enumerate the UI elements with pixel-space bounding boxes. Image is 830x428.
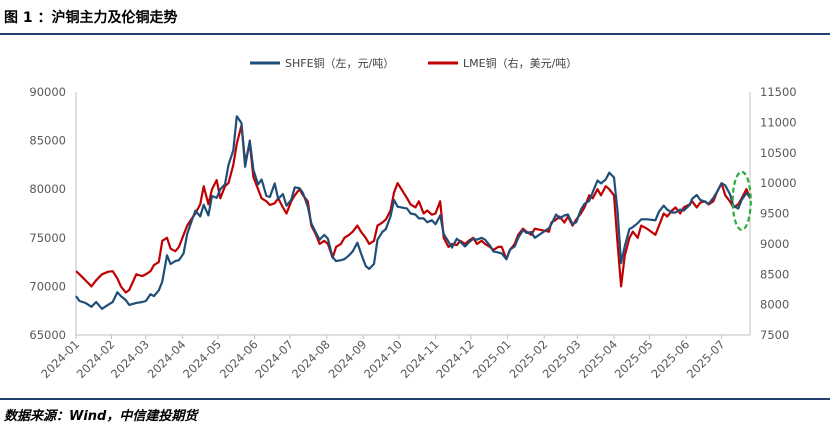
x-tick-label: 2024-08 — [289, 337, 333, 381]
y-right-tick-label: 7500 — [760, 328, 789, 342]
legend-label-shfe: SHFE铜（左，元/吨） — [285, 56, 394, 70]
y-left-tick-label: 80000 — [29, 182, 66, 196]
x-tick-label: 2025-06 — [648, 337, 692, 381]
y-right-tick-label: 8500 — [760, 267, 789, 281]
y-right-tick-label: 10500 — [760, 146, 797, 160]
header-rule — [0, 33, 830, 35]
footer-rule — [0, 398, 830, 400]
x-tick-label: 2024-10 — [361, 337, 405, 381]
y-right-tick-label: 9000 — [760, 237, 789, 251]
y-left-tick-label: 90000 — [29, 85, 66, 99]
x-tick-label: 2025-04 — [576, 337, 620, 381]
x-tick-label: 2024-05 — [180, 337, 224, 381]
x-tick-label: 2025-07 — [684, 337, 728, 381]
highlight-ellipse — [731, 170, 752, 231]
shfe-series-line — [75, 115, 751, 310]
y-left-tick-label: 85000 — [29, 134, 66, 148]
x-tick-label: 2024-07 — [252, 337, 296, 381]
x-tick-label: 2024-12 — [433, 337, 477, 381]
y-left-tick-label: 70000 — [29, 279, 66, 293]
y-left-tick-label: 75000 — [29, 231, 66, 245]
y-right-tick-label: 10000 — [760, 176, 797, 190]
y-right-tick-label: 8000 — [760, 298, 789, 312]
x-tick-label: 2024-01 — [38, 337, 82, 381]
x-tick-label: 2024-06 — [217, 337, 261, 381]
x-tick-label: 2024-04 — [145, 337, 189, 381]
y-right-tick-label: 11500 — [760, 85, 797, 99]
source-note: 数据来源：Wind，中信建投期货 — [4, 409, 198, 424]
x-tick-label: 2024-09 — [326, 337, 370, 381]
x-tick-label: 2024-03 — [108, 337, 152, 381]
y-right-tick-label: 11000 — [760, 115, 797, 129]
legend-label-lme: LME铜（右，美元/吨） — [463, 56, 577, 70]
figure-title: 图 1 ：沪铜主力及伦铜走势 — [4, 10, 178, 26]
line-chart: 65000 70000 75000 80000 85000 90000 7500 8000 85… — [29, 56, 797, 381]
y-right-tick-label: 9500 — [760, 207, 789, 221]
x-tick-label: 2025-05 — [612, 337, 656, 381]
x-tick-label: 2024-11 — [398, 337, 442, 381]
lme-series-line — [75, 124, 752, 294]
y-left-tick-label: 65000 — [29, 328, 66, 342]
x-tick-label: 2025-01 — [470, 337, 514, 381]
